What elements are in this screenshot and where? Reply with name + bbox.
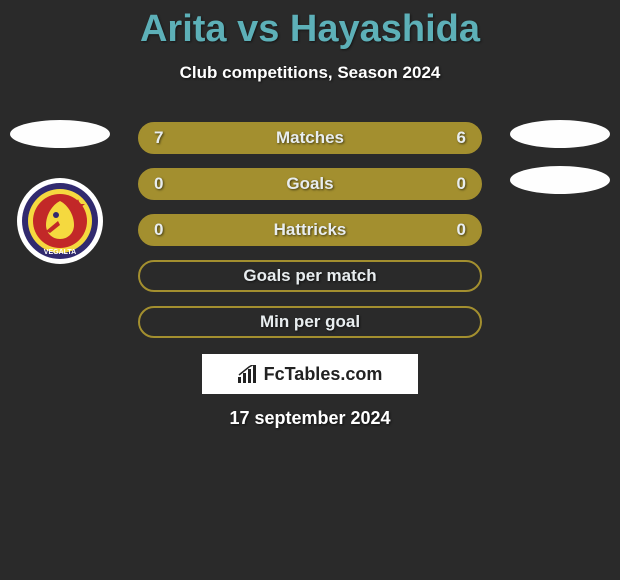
right-badge-column (510, 120, 610, 194)
stat-row-goals: 0 Goals 0 (138, 168, 482, 200)
stat-left-value: 0 (154, 174, 163, 194)
stat-left-value: 0 (154, 220, 163, 240)
stat-label: Goals (286, 174, 333, 194)
snapshot-date: 17 september 2024 (0, 408, 620, 429)
team-crest-left: VEGALTA (17, 178, 103, 264)
page-subtitle: Club competitions, Season 2024 (0, 63, 620, 83)
player-badge-oval (510, 120, 610, 148)
player-badge-oval (10, 120, 110, 148)
stat-row-matches: 7 Matches 6 (138, 122, 482, 154)
stat-row-min-per-goal: Min per goal (138, 306, 482, 338)
brand-watermark: FcTables.com (202, 354, 418, 394)
stats-container: 7 Matches 6 0 Goals 0 0 Hattricks 0 Goal… (138, 122, 482, 338)
stat-row-goals-per-match: Goals per match (138, 260, 482, 292)
crest-icon: VEGALTA (20, 181, 100, 261)
stat-right-value: 0 (457, 174, 466, 194)
stat-label: Hattricks (274, 220, 347, 240)
brand-text: FcTables.com (264, 364, 383, 385)
stat-left-value: 7 (154, 128, 163, 148)
stat-right-value: 0 (457, 220, 466, 240)
stat-row-hattricks: 0 Hattricks 0 (138, 214, 482, 246)
stat-label: Goals per match (243, 266, 376, 286)
stat-label: Min per goal (260, 312, 360, 332)
stat-right-value: 6 (457, 128, 466, 148)
svg-text:VEGALTA: VEGALTA (44, 249, 76, 256)
left-badge-column: VEGALTA (10, 120, 110, 264)
page-title: Arita vs Hayashida (0, 0, 620, 51)
chart-icon (238, 365, 258, 383)
stat-label: Matches (276, 128, 344, 148)
player-badge-oval (510, 166, 610, 194)
